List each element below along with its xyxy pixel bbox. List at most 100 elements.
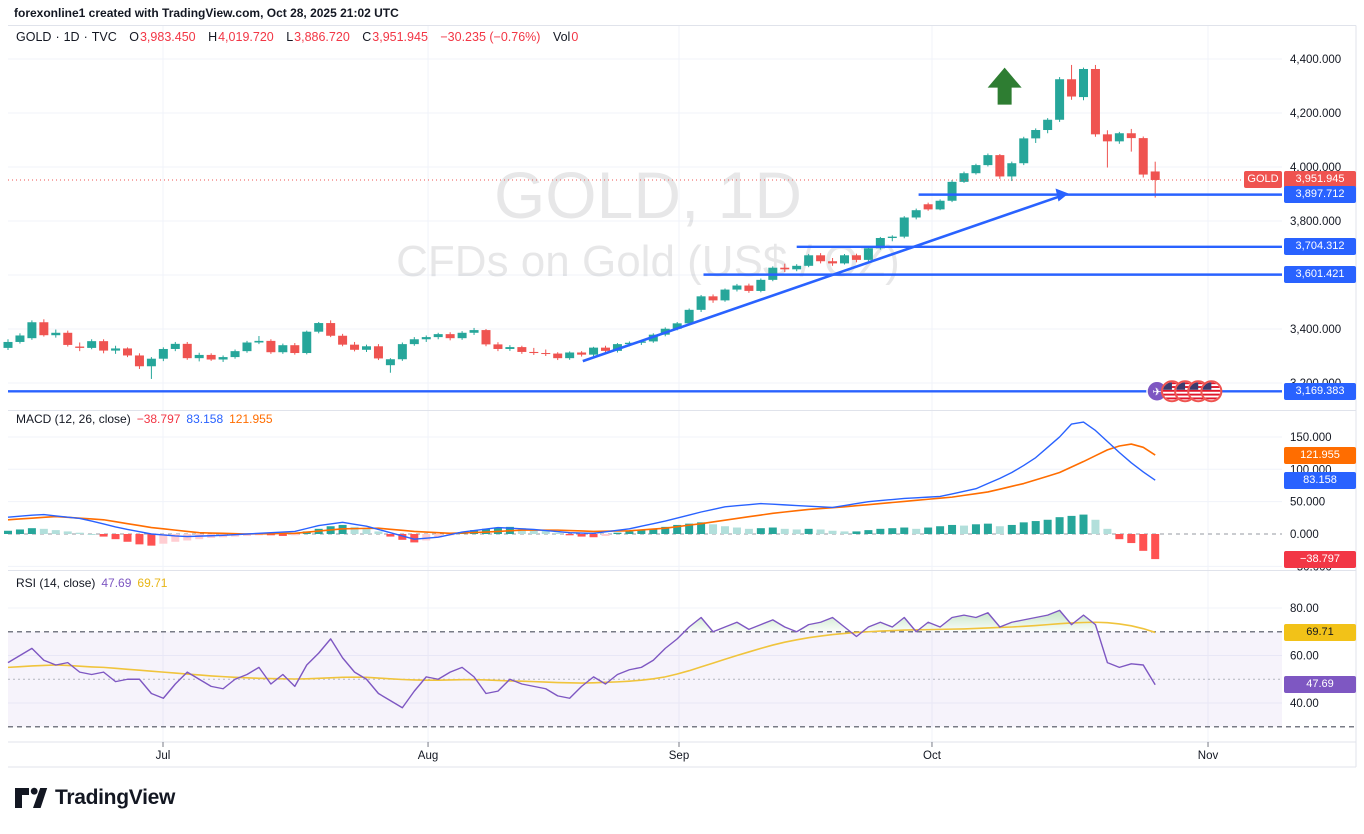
- candle-down: [816, 255, 826, 262]
- symbol-name[interactable]: GOLD: [16, 30, 52, 44]
- macd-hist-bar: [625, 531, 634, 534]
- candle-up: [158, 348, 168, 359]
- macd-hist-bar: [732, 527, 741, 534]
- macd-hist-bar: [601, 534, 610, 536]
- drawings: [8, 67, 1282, 393]
- macd-hist-bar: [15, 529, 24, 534]
- macd-hist-bar: [864, 530, 873, 534]
- event-us-flag-icon[interactable]: [1202, 382, 1221, 401]
- candles: [3, 64, 1160, 379]
- candle-up: [433, 334, 443, 338]
- gridlines: [8, 26, 1282, 742]
- candle-down: [481, 330, 491, 345]
- ohlc-close: C3,951.945: [362, 30, 428, 44]
- rsi-overbought-fill: [629, 610, 1108, 632]
- arrow-up-marker[interactable]: [987, 67, 1022, 105]
- candle-up: [1055, 79, 1065, 120]
- price-tick-label: 3,600.000: [1290, 270, 1341, 282]
- candle-down: [182, 343, 192, 359]
- macd-hist-bar: [290, 534, 299, 536]
- macd-hist-bar: [995, 526, 1004, 534]
- candle-up: [194, 354, 204, 359]
- macd-signal-line: [7, 443, 1156, 535]
- macd-hist-bar: [63, 531, 72, 534]
- macd-hist-bar: [983, 523, 992, 534]
- macd-title[interactable]: MACD (12, 26, close): [16, 412, 131, 426]
- macd-hist-bar: [780, 528, 789, 534]
- tradingview-logo[interactable]: TradingView: [14, 785, 175, 811]
- candle-up: [302, 331, 312, 354]
- macd-hist-bar: [529, 529, 538, 534]
- macd-hist-bar: [960, 525, 968, 534]
- macd-hist-bar: [1103, 528, 1112, 534]
- macd-hist-bar: [266, 534, 275, 536]
- candle-down: [851, 255, 861, 260]
- candle-up: [863, 248, 873, 260]
- macd-tick-label: 0.000: [1290, 529, 1319, 541]
- candle-up: [684, 309, 694, 324]
- rsi-title[interactable]: RSI (14, close): [16, 576, 96, 590]
- candle-up: [971, 165, 981, 174]
- candle-up: [278, 345, 288, 353]
- macd-hist-bar: [350, 526, 359, 534]
- macd-hist-bar: [744, 528, 753, 534]
- candle-up: [1019, 138, 1029, 164]
- macd-hist-bar: [541, 530, 550, 534]
- macd-hist-bar: [840, 531, 849, 534]
- macd-hist-bar: [123, 534, 132, 542]
- candle-up: [27, 322, 37, 339]
- macd-hist-bar: [565, 534, 574, 536]
- macd-hist-bar: [398, 534, 407, 540]
- candle-down: [601, 347, 610, 351]
- rsi-value: 47.69: [101, 576, 132, 590]
- macd-hist-bar: [721, 526, 729, 534]
- macd-legend: MACD (12, 26, close) −38.797 83.158 121.955: [16, 412, 279, 426]
- candle-down: [39, 322, 49, 336]
- candle-up: [720, 289, 730, 301]
- macd-hist-bar: [1055, 517, 1064, 534]
- candle-up: [959, 173, 969, 182]
- candle-up: [899, 217, 909, 237]
- candle-up: [589, 347, 599, 355]
- candle-down: [708, 296, 718, 301]
- macd-hist-bar: [589, 534, 598, 538]
- macd-hist-bar: [434, 534, 443, 538]
- rsi-plot: [7, 609, 1156, 709]
- candle-down: [123, 348, 132, 356]
- watermark-title: GOLD, 1D: [494, 158, 802, 232]
- macd-hist-bar: [1127, 534, 1136, 544]
- macd-line: [7, 421, 1156, 540]
- macd-hist-bar: [971, 524, 980, 534]
- candle-down: [1102, 134, 1112, 142]
- watermark-subtitle: CFDs on Gold (US$ / OZ): [396, 237, 900, 286]
- candle-up: [457, 332, 467, 339]
- candle-up: [565, 352, 575, 359]
- candle-up: [887, 236, 897, 239]
- macd-hist-bar: [1115, 534, 1124, 540]
- candle-up: [1031, 130, 1041, 139]
- macd-hist-bar: [517, 528, 526, 534]
- rsi-ma-line: [7, 621, 1156, 684]
- macd-hist-bar: [756, 528, 765, 534]
- macd-hist-bar: [709, 524, 718, 534]
- candle-down: [1126, 133, 1136, 139]
- macd-signal-value: 121.955: [229, 412, 273, 426]
- macd-hist-bar: [1007, 524, 1016, 534]
- candle-down: [75, 346, 85, 348]
- ohlc-low: L3,886.720: [286, 30, 350, 44]
- macd-hist-bar: [804, 528, 813, 534]
- rsi-tick-label: 80.00: [1290, 603, 1319, 615]
- candle-up: [421, 337, 431, 340]
- macd-line-value: 83.158: [186, 412, 224, 426]
- macd-hist-bar: [1139, 534, 1148, 551]
- macd-hist-bar: [159, 534, 168, 544]
- candle-up: [672, 323, 682, 329]
- interval[interactable]: 1D: [63, 30, 80, 44]
- candle-down: [493, 344, 503, 349]
- macd-hist-bar: [553, 532, 562, 534]
- ohlc-open: O3,983.450: [129, 30, 196, 44]
- macd-hist-bar: [924, 527, 933, 534]
- candle-down: [780, 267, 790, 270]
- macd-hist-bar: [649, 528, 658, 534]
